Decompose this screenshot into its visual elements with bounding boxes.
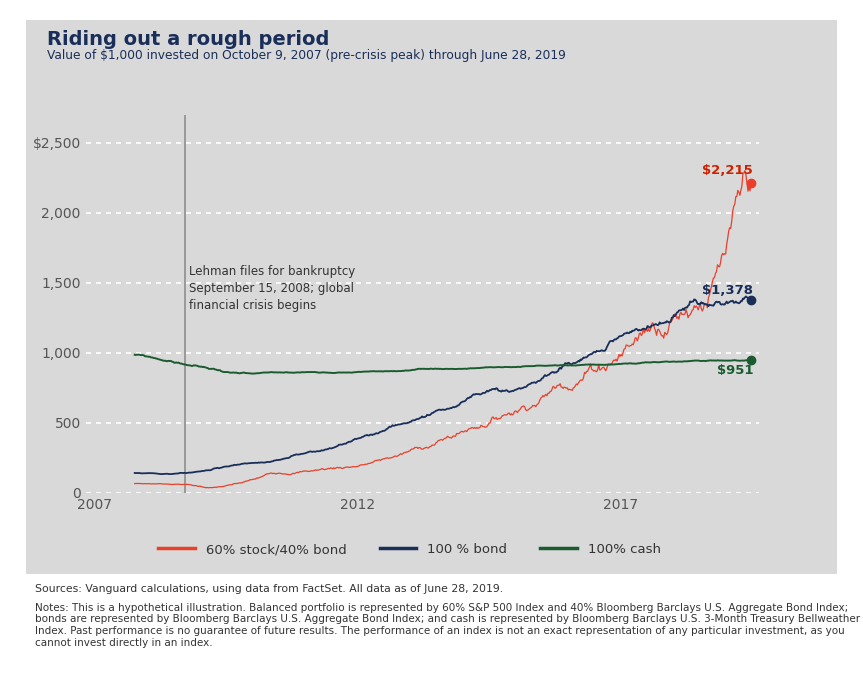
Text: Notes: This is a hypothetical illustration. Balanced portfolio is represented by: Notes: This is a hypothetical illustrati…: [35, 603, 860, 647]
Text: Lehman files for bankruptcy
September 15, 2008; global
financial crisis begins: Lehman files for bankruptcy September 15…: [189, 265, 355, 312]
Text: Sources: Vanguard calculations, using data from FactSet. All data as of June 28,: Sources: Vanguard calculations, using da…: [35, 584, 502, 594]
Text: $2,215: $2,215: [702, 164, 753, 177]
Text: Riding out a rough period: Riding out a rough period: [47, 30, 330, 49]
Text: Value of $1,000 invested on October 9, 2007 (pre-crisis peak) through June 28, 2: Value of $1,000 invested on October 9, 2…: [47, 49, 566, 61]
Text: $1,378: $1,378: [702, 284, 753, 297]
Legend: 60% stock/40% bond, 100 % bond, 100% cash: 60% stock/40% bond, 100 % bond, 100% cas…: [158, 543, 660, 556]
Text: $951: $951: [716, 364, 753, 377]
